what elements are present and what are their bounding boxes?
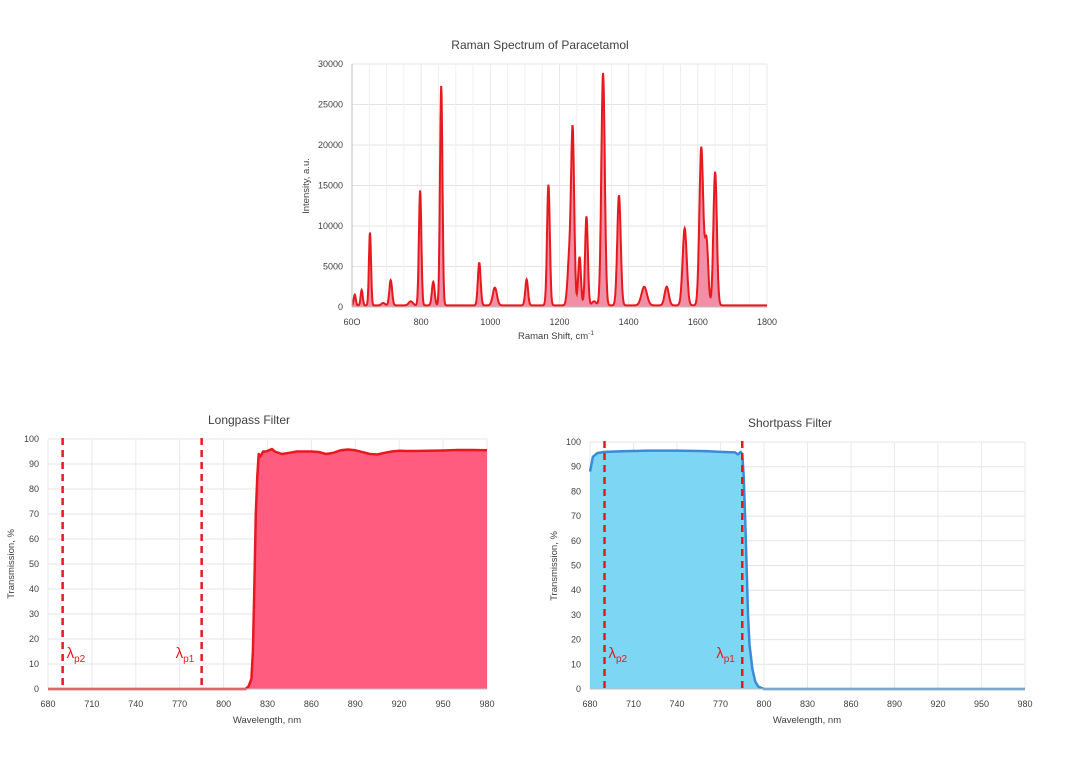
lp-y-tick-label: 60 [29, 534, 39, 544]
sp-y-tick-label: 90 [571, 462, 581, 472]
lp-y-tick-label: 0 [34, 684, 39, 694]
raman-x-axis-label: Raman Shift, cm-1 [518, 330, 594, 342]
longpass-plot-area [48, 447, 488, 691]
shortpass-markers: λp2 λp1 [603, 441, 744, 689]
longpass-chart-title: Longpass Filter [208, 413, 290, 427]
sp-y-tick-label: 10 [571, 659, 581, 669]
raman-x-tick-labels: 60O 800 1000 1200 1400 1600 1800 [343, 317, 777, 327]
sp-y-tick-label: 50 [571, 561, 581, 571]
raman-x-tick-label: 800 [414, 317, 429, 327]
raman-x-tick-label: 1800 [757, 317, 777, 327]
sp-x-tick-label: 920 [930, 699, 945, 709]
longpass-y-axis-label: Transmission, % [6, 529, 17, 599]
longpass-x-tick-labels: 680 710 740 770 800 830 860 890 920 950 980 [40, 699, 494, 709]
lp-x-tick-label: 800 [216, 699, 231, 709]
sp-x-tick-label: 800 [756, 699, 771, 709]
lp-y-tick-label: 80 [29, 484, 39, 494]
sp-x-tick-label: 770 [713, 699, 728, 709]
lp-lambda-label: λp2 [67, 645, 86, 665]
sp-lambda-label: λp1 [716, 645, 735, 665]
lp-y-tick-label: 90 [29, 459, 39, 469]
shortpass-x-tick-labels: 680 710 740 770 800 830 860 890 920 950 980 [582, 699, 1032, 709]
sp-lambda-label: λp2 [609, 645, 628, 665]
longpass-chart: Longpass Filter 680 710 740 770 800 830 860 890… [6, 413, 495, 726]
shortpass-chart-title: Shortpass Filter [748, 416, 832, 430]
raman-series-line [351, 72, 767, 307]
lp-y-tick-label: 50 [29, 559, 39, 569]
sp-y-tick-label: 100 [566, 437, 581, 447]
shortpass-y-axis-label: Transmission, % [549, 531, 560, 601]
lp-x-tick-label: 830 [260, 699, 275, 709]
raman-chart: Raman Spectrum of Paracetamol 60O 800 1000… [301, 38, 777, 342]
sp-y-tick-label: 20 [571, 635, 581, 645]
raman-y-axis-label: Intensity, a.u. [301, 158, 312, 214]
longpass-x-axis-label: Wavelength, nm [233, 715, 301, 726]
raman-y-tick-label: 0 [338, 302, 343, 312]
lp-y-tick-label: 20 [29, 634, 39, 644]
sp-y-tick-label: 0 [576, 684, 581, 694]
raman-x-tick-label: 1400 [619, 317, 639, 327]
sp-x-tick-label: 740 [669, 699, 684, 709]
shortpass-chart: Shortpass Filter 680 710 740 770 800 830 860 89… [549, 416, 1033, 726]
sp-y-tick-label: 40 [571, 585, 581, 595]
raman-chart-title: Raman Spectrum of Paracetamol [451, 38, 628, 52]
raman-y-tick-label: 5000 [323, 262, 343, 272]
sp-area-fill [590, 450, 1025, 689]
raman-x-tick-label: 1200 [549, 317, 569, 327]
sp-y-tick-label: 80 [571, 486, 581, 496]
lp-y-tick-label: 100 [24, 434, 39, 444]
lp-series-line [48, 447, 488, 691]
sp-y-tick-label: 70 [571, 511, 581, 521]
lp-x-tick-label: 920 [392, 699, 407, 709]
raman-plot-area [351, 64, 767, 308]
sp-y-tick-label: 60 [571, 536, 581, 546]
lp-y-tick-label: 40 [29, 584, 39, 594]
sp-x-tick-label: 860 [843, 699, 858, 709]
lp-x-tick-label: 710 [84, 699, 99, 709]
shortpass-x-axis-label: Wavelength, nm [773, 715, 841, 726]
longpass-y-tick-labels: 0 10 20 30 40 50 60 70 80 90 100 [24, 434, 39, 694]
sp-x-tick-label: 950 [974, 699, 989, 709]
longpass-markers: λp2 λp1 [61, 438, 203, 689]
lp-lambda-label: λp1 [176, 645, 195, 665]
lp-x-tick-label: 950 [436, 699, 451, 709]
raman-y-tick-label: 20000 [318, 140, 343, 150]
raman-y-tick-label: 15000 [318, 181, 343, 191]
sp-x-tick-label: 830 [800, 699, 815, 709]
raman-y-tick-label: 10000 [318, 221, 343, 231]
lp-x-tick-label: 860 [304, 699, 319, 709]
raman-y-tick-label: 25000 [318, 100, 343, 110]
sp-x-tick-label: 680 [582, 699, 597, 709]
lp-y-tick-label: 10 [29, 659, 39, 669]
lp-y-tick-label: 70 [29, 509, 39, 519]
lp-x-tick-label: 770 [172, 699, 187, 709]
sp-y-tick-label: 30 [571, 610, 581, 620]
lp-x-tick-label: 980 [479, 699, 494, 709]
sp-series-line [588, 449, 1025, 691]
raman-x-tick-label: 1000 [480, 317, 500, 327]
lp-x-tick-label: 890 [348, 699, 363, 709]
sp-x-tick-label: 710 [626, 699, 641, 709]
lp-y-tick-label: 30 [29, 609, 39, 619]
shortpass-y-tick-labels: 0 10 20 30 40 50 60 70 80 90 100 [566, 437, 581, 694]
raman-y-tick-labels: 0 5000 10000 15000 20000 25000 30000 [318, 59, 343, 312]
raman-x-tick-label: 60O [343, 317, 360, 327]
sp-x-tick-label: 980 [1017, 699, 1032, 709]
raman-gridlines [351, 63, 768, 308]
lp-x-tick-label: 740 [128, 699, 143, 709]
raman-y-tick-label: 30000 [318, 59, 343, 69]
lp-area-fill [48, 449, 487, 689]
raman-x-tick-label: 1600 [688, 317, 708, 327]
sp-x-tick-label: 890 [887, 699, 902, 709]
lp-x-tick-label: 680 [40, 699, 55, 709]
shortpass-plot-area [588, 449, 1025, 691]
